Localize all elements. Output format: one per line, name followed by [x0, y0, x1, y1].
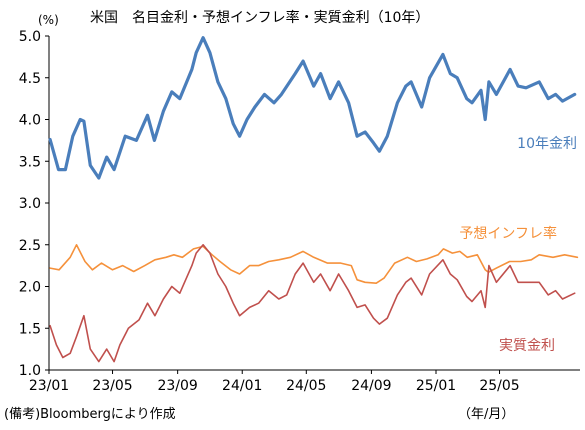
x-tick-label: 24/01 [222, 378, 262, 394]
y-tick-label: 1.5 [19, 321, 41, 337]
x-tick-label: 25/01 [416, 378, 456, 394]
series-line-2 [49, 244, 576, 363]
y-tick-label: 4.5 [19, 71, 41, 87]
series-label-0: 10年金利 [517, 136, 577, 152]
y-tick-label: 4.0 [19, 113, 41, 129]
y-tick-label: 2.0 [19, 280, 41, 296]
series-layer [48, 36, 579, 363]
x-tick-label: 23/01 [29, 378, 69, 394]
series-label-2: 実質金利 [499, 338, 555, 354]
x-tick-label: 24/09 [351, 378, 391, 394]
y-tick-label: 5.0 [19, 29, 41, 45]
x-tick-label: 25/05 [479, 378, 519, 394]
x-tick-label: 24/05 [286, 378, 326, 394]
plot-axes: 1.0 1.5 2.0 2.5 3.0 3.5 4.0 4.5 5.0 23/01 23/05 23/… [19, 29, 580, 394]
x-axis-unit-label: （年/月） [458, 407, 514, 422]
y-tick-label: 3.0 [19, 196, 41, 212]
x-tick-label: 23/05 [92, 378, 132, 394]
series-line-0 [48, 36, 577, 180]
y-axis-unit-label: (%) [38, 13, 59, 27]
series-label-1: 予想インフレ率 [459, 225, 557, 242]
x-tick-label: 23/09 [157, 378, 197, 394]
source-note: (備考)Bloombergにより作成 [4, 406, 176, 422]
y-tick-label: 3.5 [19, 154, 41, 170]
y-tick-label: 1.0 [19, 363, 41, 379]
y-tick-label: 2.5 [19, 238, 41, 254]
chart-title: 米国 名目金利・予想インフレ率・実質金利（10年） [90, 9, 429, 26]
series-line-1 [49, 244, 579, 284]
